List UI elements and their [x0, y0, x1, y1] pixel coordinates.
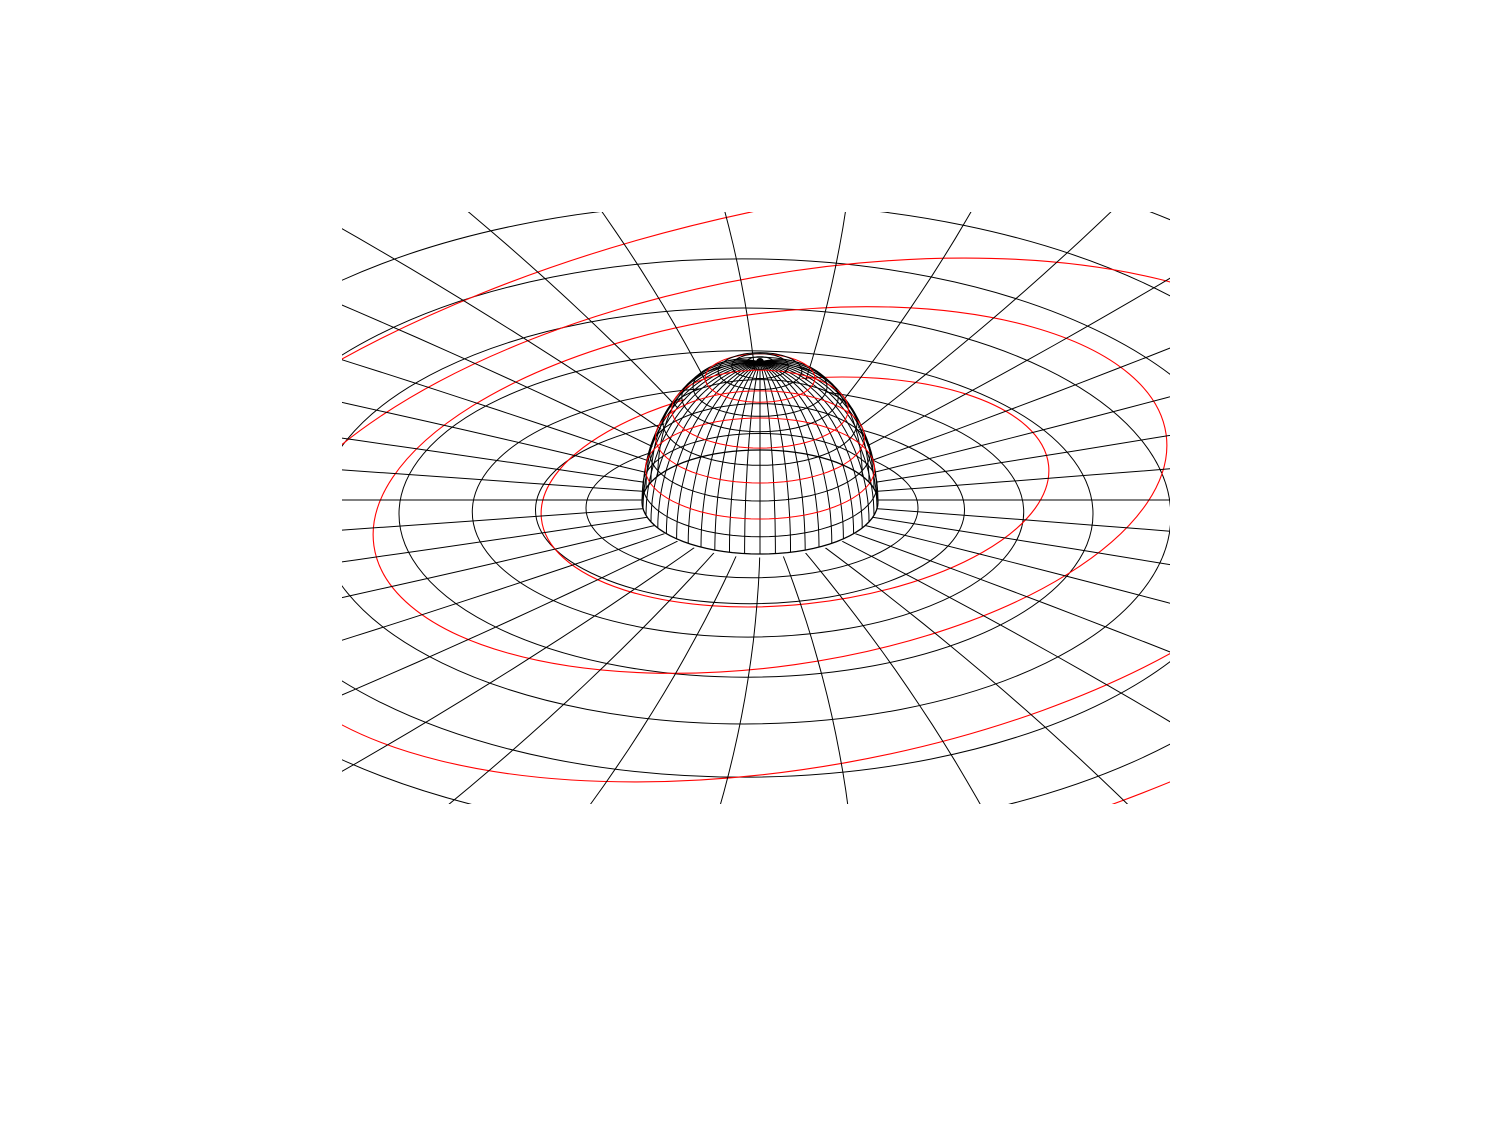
plane-radial-line-30 — [797, 212, 972, 457]
dome-mesh — [641, 352, 879, 558]
plane-radial-line-33 — [845, 347, 1170, 471]
plane-ring-4 — [398, 350, 1094, 678]
dome-meridian-28 — [650, 360, 761, 483]
plane-radial-line-2 — [870, 507, 1170, 532]
dome-latitude-10 — [717, 352, 803, 391]
dome-meridian-6 — [759, 361, 855, 534]
dome-meridian-23 — [645, 361, 761, 516]
dome-meridian-18 — [687, 361, 761, 544]
dome-latitude-8 — [692, 356, 828, 417]
plane-radial-line-7 — [815, 540, 1129, 804]
dome-latitude-12 — [745, 356, 775, 370]
dome-meridian-17 — [700, 361, 761, 548]
dome-meridian-21 — [657, 361, 761, 529]
dome-meridian-20 — [665, 361, 761, 534]
dome-meridian-8 — [759, 361, 833, 544]
dome-meridian-9 — [759, 361, 820, 548]
plane-radial-line-36 — [870, 468, 1170, 493]
dome-meridian-3 — [759, 361, 875, 516]
dome-meridian-7 — [759, 361, 844, 539]
plane-radial-line-25 — [342, 228, 705, 460]
plane-radial-line-31 — [815, 212, 1112, 460]
plane-radial-line-35 — [865, 434, 1170, 485]
plane-red-ring-4 — [342, 212, 1170, 804]
dome-latitude-3 — [649, 403, 871, 502]
plane-radial-line-18 — [342, 507, 650, 531]
plane-radial-line-17 — [342, 515, 655, 563]
plane-ring-5 — [342, 307, 1170, 725]
plane-radial-line-11 — [590, 546, 741, 804]
plane-radial-line-4 — [856, 523, 1170, 604]
plane-radial-line-24 — [342, 304, 689, 465]
dome-latitude-5 — [662, 379, 858, 466]
dome-meridian-5 — [759, 361, 863, 529]
plane-radial-line-15 — [342, 529, 675, 641]
plane-radial-line-26 — [467, 212, 723, 457]
dome-pole — [756, 358, 764, 366]
plane-radial-line-10 — [720, 547, 761, 804]
plane-radial-line-8 — [797, 543, 981, 804]
plane-radial-line-6 — [831, 535, 1170, 723]
plane-radial-line-20 — [342, 469, 650, 493]
plane-radial-line-3 — [865, 515, 1170, 566]
dome-base-rim — [641, 449, 879, 555]
dome-latitude-1 — [642, 432, 878, 538]
dome-meridian-10 — [759, 361, 806, 551]
dome-red-latitude-6 — [671, 369, 849, 449]
plane-radial-line-16 — [342, 523, 664, 599]
plane-radial-line-5 — [845, 529, 1170, 653]
plane-red-ring-2 — [372, 306, 1168, 674]
plane-radial-line-14 — [342, 535, 689, 696]
dome-red-latitude-2 — [644, 417, 876, 520]
plane-radial-line-32 — [831, 277, 1170, 465]
plane-red-ring-3 — [342, 257, 1170, 783]
plane-radial-line-23 — [342, 359, 675, 471]
plane-radial-line-12 — [448, 543, 723, 804]
plane-radial-line-34 — [856, 396, 1170, 477]
plane-radial-line-22 — [342, 401, 664, 477]
dome-meridian-19 — [676, 361, 761, 539]
ground-plane-grid — [342, 212, 1170, 804]
dome-meridian-16 — [714, 361, 761, 551]
dome-meridian-46 — [759, 360, 870, 483]
dome-latitude-7 — [681, 362, 839, 433]
plane-radial-line-9 — [779, 546, 849, 804]
plane-radial-line-13 — [342, 540, 705, 772]
plane-radial-line-21 — [342, 437, 655, 485]
dome-latitude-11 — [731, 353, 789, 379]
dome-red-latitude-4 — [654, 390, 865, 484]
